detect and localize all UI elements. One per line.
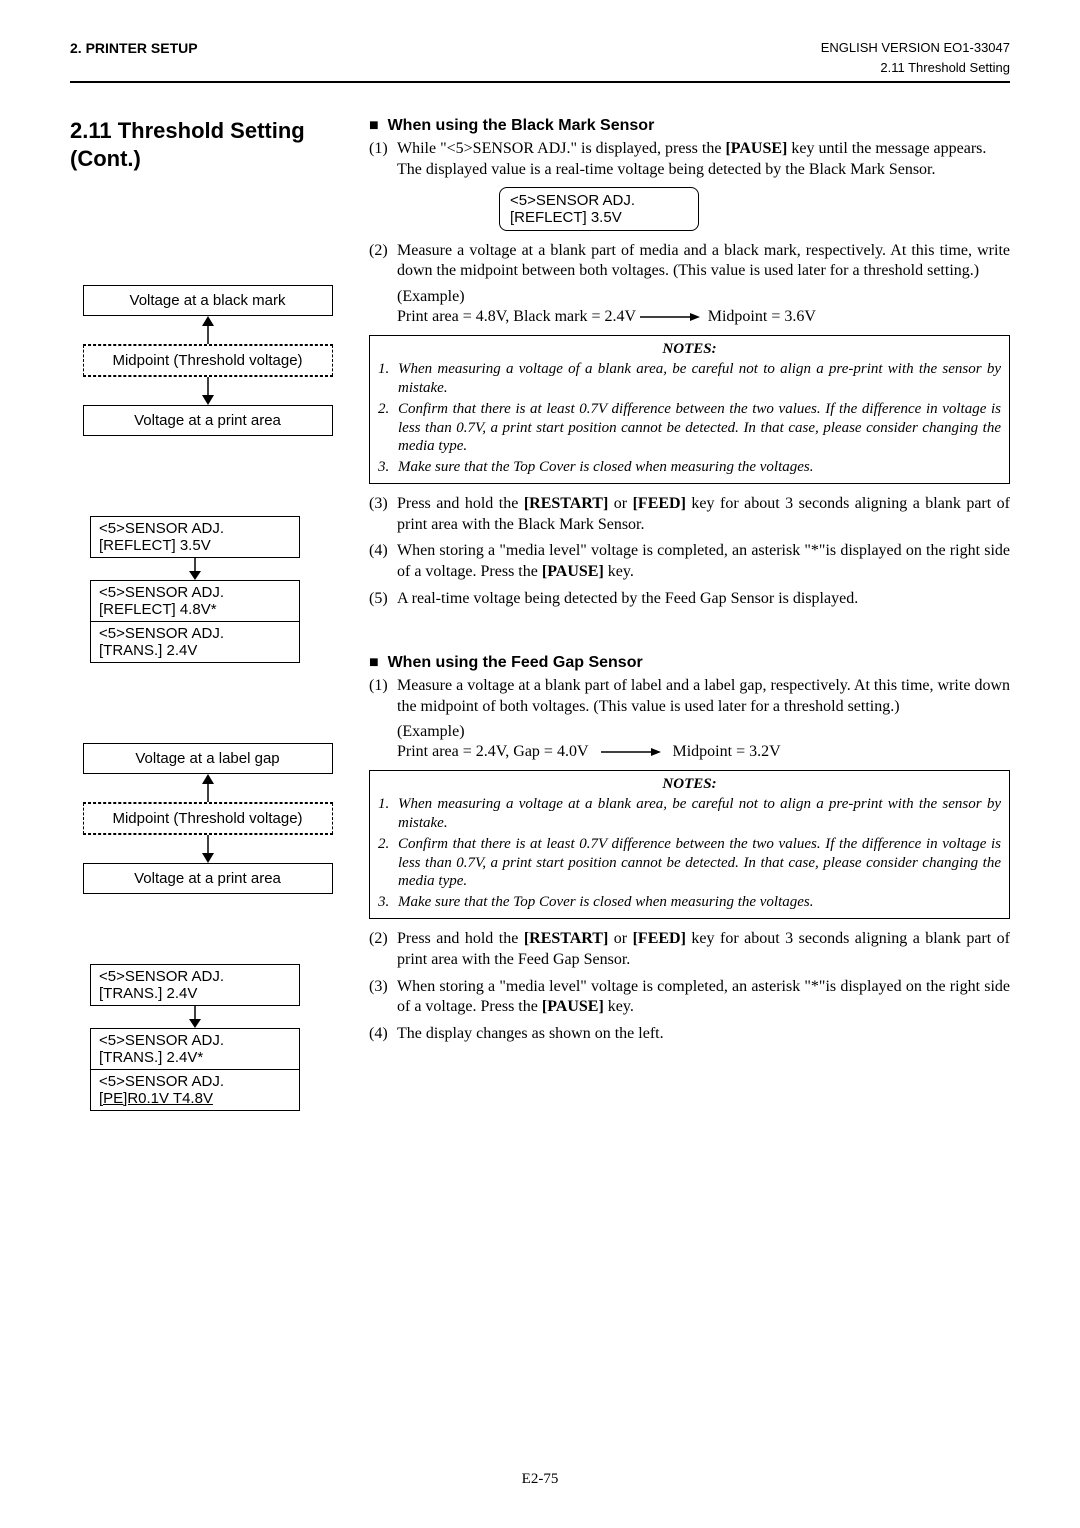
step-number: (1) [369, 139, 397, 181]
lcd-line2: [REFLECT] 3.5V [510, 209, 688, 226]
arrow-down-icon [90, 1006, 300, 1028]
arrow-right-icon [640, 309, 700, 327]
lcd-line1: <5>SENSOR ADJ. [99, 1073, 291, 1090]
note-number: 1. [378, 360, 398, 398]
step-text: The display changes as shown on the left… [397, 1024, 1010, 1045]
note-text: When measuring a voltage of a blank area… [398, 360, 1001, 398]
example-label: (Example) [397, 288, 1010, 306]
lcd-display: <5>SENSOR ADJ. [REFLECT] 3.5V [499, 187, 699, 231]
arrow-down-icon [83, 377, 333, 405]
note-number: 2. [378, 400, 398, 456]
lcd-line2: [TRANS.] 2.4V [99, 642, 291, 659]
lcd-display: <5>SENSOR ADJ. [TRANS.] 2.4V [90, 622, 300, 663]
arrow-right-icon [601, 744, 661, 762]
example-line: Print area = 2.4V, Gap = 4.0V Midpoint =… [397, 743, 1010, 761]
header-rule [70, 81, 1010, 83]
lcd-display: <5>SENSOR ADJ. [TRANS.] 2.4V [90, 964, 300, 1006]
lcd-line2: [REFLECT] 4.8V* [99, 601, 291, 618]
lcd-display: <5>SENSOR ADJ. [PE]R0.1V T4.8V [90, 1070, 300, 1111]
lcd-line1: <5>SENSOR ADJ. [99, 1032, 291, 1049]
arrow-down-icon [83, 835, 333, 863]
example-label: (Example) [397, 723, 1010, 741]
step-number: (1) [369, 676, 397, 718]
step-text: Press and hold the [RESTART] or [FEED] k… [397, 494, 1010, 536]
note-text: Confirm that there is at least 0.7V diff… [398, 400, 1001, 456]
lcd-line2: [TRANS.] 2.4V [99, 985, 291, 1002]
arrow-up-icon [83, 774, 333, 802]
diagram-blackmark: Voltage at a black mark Midpoint (Thresh… [83, 285, 333, 436]
lcd-display: <5>SENSOR ADJ. [TRANS.] 2.4V* [90, 1028, 300, 1070]
step-text: When storing a "media level" voltage is … [397, 541, 1010, 583]
diagram-feedgap: Voltage at a label gap Midpoint (Thresho… [83, 743, 333, 894]
diagram-bot-box: Voltage at a print area [83, 405, 333, 436]
step-number: (4) [369, 541, 397, 583]
example-line: Print area = 4.8V, Black mark = 2.4V Mid… [397, 308, 1010, 326]
step-number: (2) [369, 929, 397, 971]
lcd-line1: <5>SENSOR ADJ. [99, 625, 291, 642]
diagram-mid-box: Midpoint (Threshold voltage) [83, 803, 333, 834]
note-number: 3. [378, 458, 398, 477]
lcd-line1: <5>SENSOR ADJ. [510, 192, 688, 209]
lcd-line1: <5>SENSOR ADJ. [99, 968, 291, 985]
step-number: (3) [369, 494, 397, 536]
step-text: A real-time voltage being detected by th… [397, 589, 1010, 610]
step-text: Press and hold the [RESTART] or [FEED] k… [397, 929, 1010, 971]
header-sub: 2.11 Threshold Setting [70, 60, 1010, 81]
step-text: Measure a voltage at a blank part of med… [397, 241, 1010, 283]
arrow-down-icon [90, 558, 300, 580]
notes-title: NOTES: [378, 340, 1001, 359]
lcd-line2: [REFLECT] 3.5V [99, 537, 291, 554]
step-text: Measure a voltage at a blank part of lab… [397, 676, 1010, 718]
page-number: E2-75 [0, 1471, 1080, 1488]
note-text: Confirm that there is at least 0.7V diff… [398, 835, 1001, 891]
step-number: (2) [369, 241, 397, 283]
notes-box: NOTES: 1.When measuring a voltage at a b… [369, 770, 1010, 919]
lcd-line2: [TRANS.] 2.4V* [99, 1049, 291, 1066]
step-number: (4) [369, 1024, 397, 1045]
note-text: Make sure that the Top Cover is closed w… [398, 893, 1001, 912]
section-title: 2.11 Threshold Setting (Cont.) [70, 117, 345, 172]
lcd-line1: <5>SENSOR ADJ. [99, 520, 291, 537]
note-number: 3. [378, 893, 398, 912]
notes-box: NOTES: 1.When measuring a voltage of a b… [369, 335, 1010, 484]
header-section: 2. PRINTER SETUP [70, 40, 198, 56]
note-text: When measuring a voltage at a blank area… [398, 795, 1001, 833]
lcd-display: <5>SENSOR ADJ. [REFLECT] 3.5V [90, 516, 300, 558]
header-version: ENGLISH VERSION EO1-33047 [821, 40, 1010, 56]
diagram-top-box: Voltage at a label gap [83, 743, 333, 774]
note-text: Make sure that the Top Cover is closed w… [398, 458, 1001, 477]
note-number: 2. [378, 835, 398, 891]
notes-title: NOTES: [378, 775, 1001, 794]
step-text: While "<5>SENSOR ADJ." is displayed, pre… [397, 139, 1010, 181]
step-text: When storing a "media level" voltage is … [397, 977, 1010, 1019]
arrow-up-icon [83, 316, 333, 344]
diagram-top-box: Voltage at a black mark [83, 285, 333, 316]
lcd-line2: [PE]R0.1V T4.8V [99, 1090, 291, 1107]
lcd-display: <5>SENSOR ADJ. [REFLECT] 4.8V* [90, 580, 300, 622]
lcd-line1: <5>SENSOR ADJ. [99, 584, 291, 601]
heading-feedgap: ■ When using the Feed Gap Sensor [369, 654, 1010, 672]
step-number: (5) [369, 589, 397, 610]
heading-blackmark: ■ When using the Black Mark Sensor [369, 117, 1010, 135]
diagram-mid-box: Midpoint (Threshold voltage) [83, 345, 333, 376]
step-number: (3) [369, 977, 397, 1019]
note-number: 1. [378, 795, 398, 833]
diagram-bot-box: Voltage at a print area [83, 863, 333, 894]
